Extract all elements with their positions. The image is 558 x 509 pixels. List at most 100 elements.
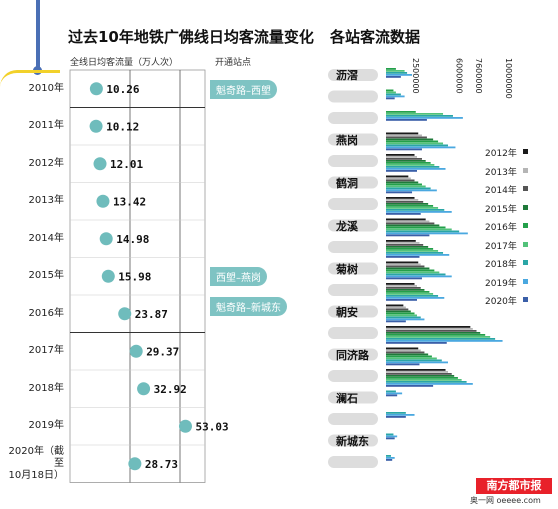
bar-13-2018年 [386,359,442,362]
legend-label-7: 2019年 [485,278,517,289]
bar-2-2017年 [386,113,444,115]
bar-17-2018年 [386,433,394,436]
bar-11-2018年 [386,316,421,319]
station-pill-11 [328,305,378,318]
station-pill-8 [328,241,378,253]
bar-6-2020年 [386,213,421,215]
scatter-value-label-5: 15.98 [118,270,151,283]
bar-7-2015年 [386,224,440,227]
bar-5-2012年 [386,175,409,178]
bar-14-2020年 [386,385,434,387]
scatter-point-5 [101,269,115,283]
station-label-5: 鹤洞 [336,176,358,190]
year-label-line: 2013年 [28,195,64,207]
bar-3-2017年 [386,142,444,145]
year-label-4: 2014年 [6,233,64,245]
bar-10-2017年 [386,293,434,295]
scatter-point-10 [128,457,142,471]
year-label-line: 2010年 [28,82,64,94]
scatter-point-7 [129,344,143,358]
bar-14-2014年 [386,373,452,375]
bar-9-2017年 [386,271,440,274]
bar-5-2020年 [386,191,413,194]
bar-4-2017年 [386,164,435,166]
year-label-10: 2020年（截至 10月18日） [6,446,64,482]
bar-7-2017年 [386,228,452,231]
bar-5-2019年 [386,189,437,192]
bar-6-2012年 [386,197,415,199]
bar-7-2012年 [386,218,426,221]
year-label-6: 2016年 [6,308,64,320]
newspaper-logo: 南方都市报 [476,478,552,494]
bar-12-2015年 [386,332,481,334]
bar-6-2018年 [386,209,445,211]
bar-axis-tick-1: 6000000 [454,58,463,94]
bar-5-2014年 [386,179,415,182]
opening-note-0: 魁奇路–西塱 [210,79,277,99]
scatter-point-2 [93,157,107,171]
bar-5-2017年 [386,185,426,188]
scatter-value-label-2: 12.01 [110,158,143,171]
bar-4-2020年 [386,170,417,172]
station-pill-5 [328,176,378,189]
bar-12-2019年 [386,340,503,342]
scatter-value-label-9: 53.03 [195,420,228,433]
bar-7-2016年 [386,226,446,229]
bar-2-2016年 [386,111,416,113]
station-label-0: 沥滘 [336,69,358,82]
bar-10-2016年 [386,291,430,293]
bar-9-2014年 [386,265,425,268]
bar-7-2020年 [386,234,430,237]
bar-13-2012年 [386,347,419,350]
bar-8-2020年 [386,256,420,258]
bar-5-2018年 [386,187,431,190]
station-pill-16 [328,413,378,425]
bar-17-2019年 [386,435,398,438]
bar-3-2014年 [386,136,427,139]
bar-7-2014年 [386,222,435,225]
legend-label-2: 2014年 [485,186,517,196]
scatter-value-label-7: 29.37 [146,345,179,358]
bar-14-2012年 [386,369,446,371]
legend-label-3: 2015年 [485,204,517,215]
bar-7-2018年 [386,230,460,233]
scatter-point-4 [99,232,113,246]
year-label-line: 2019年 [28,420,64,432]
bar-11-2016年 [386,312,415,315]
scatter-point-6 [118,307,132,321]
opening-note-1: 西塱–燕岗 [210,267,267,287]
year-label-line: 10月18日） [8,469,64,481]
year-label-0: 2010年 [6,83,64,95]
station-label-7: 龙溪 [336,219,358,233]
bar-13-2017年 [386,357,437,360]
bar-8-2013年 [386,242,420,244]
station-pill-13 [328,348,378,361]
station-label-17: 新城东 [336,434,369,448]
station-pill-15 [328,391,378,404]
bar-14-2013年 [386,371,448,373]
bar-10-2020年 [386,299,417,301]
bar-4-2018年 [386,166,440,168]
bar-10-2013年 [386,285,417,287]
left-chart-subtitle: 全线日均客流量（万人次） [70,58,179,68]
bar-6-2019年 [386,211,452,213]
legend-label-0: 2012年 [485,149,517,159]
bar-12-2016年 [386,334,486,336]
bar-6-2016年 [386,205,434,207]
bar-9-2018年 [386,273,446,276]
year-label-line: 2014年 [28,232,64,244]
bar-10-2018年 [386,295,439,297]
year-label-line: 2012年 [28,157,64,169]
bar-17-2020年 [386,437,395,440]
bar-16-2019年 [386,414,415,416]
bar-8-2012年 [386,240,416,242]
scatter-value-label-6: 23.87 [135,308,168,321]
station-label-11: 朝安 [336,305,358,319]
scatter-point-3 [96,194,110,208]
bar-8-2018年 [386,252,444,254]
legend-label-4: 2016年 [485,223,517,233]
station-pill-12 [328,327,378,339]
legend-swatch-5 [523,241,528,247]
bar-5-2015年 [386,181,419,184]
legend-label-5: 2017年 [485,241,517,252]
